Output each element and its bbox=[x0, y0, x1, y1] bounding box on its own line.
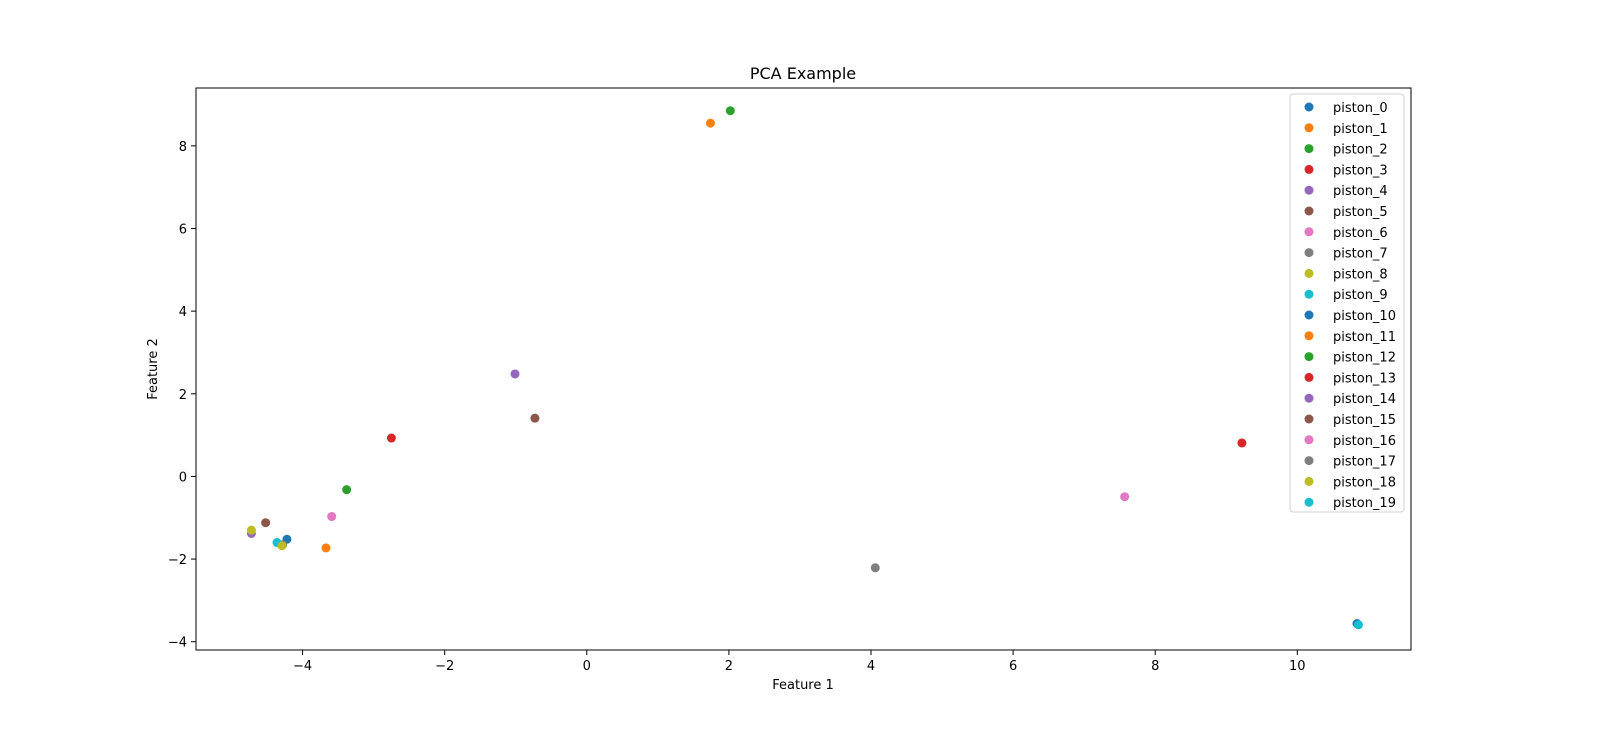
point-piston_16 bbox=[1120, 492, 1130, 502]
legend-label-piston_11: piston_11 bbox=[1333, 330, 1396, 345]
x-tick-label: −2 bbox=[435, 659, 454, 674]
legend-label-piston_13: piston_13 bbox=[1333, 371, 1396, 386]
legend-label-piston_14: piston_14 bbox=[1333, 392, 1396, 407]
legend-label-piston_7: piston_7 bbox=[1333, 247, 1388, 262]
legend-label-piston_2: piston_2 bbox=[1333, 143, 1388, 158]
y-tick-label: −4 bbox=[168, 636, 187, 651]
point-piston_12 bbox=[725, 106, 735, 116]
point-piston_1 bbox=[321, 543, 331, 553]
x-tick-label: −4 bbox=[293, 659, 312, 674]
legend-marker-piston_0 bbox=[1304, 102, 1314, 112]
legend-marker-piston_16 bbox=[1304, 435, 1314, 445]
legend-marker-piston_8 bbox=[1304, 268, 1314, 278]
x-axis-ticks: −4 −2 0 2 4 6 8 10 bbox=[293, 650, 1306, 674]
y-tick-label: 8 bbox=[179, 140, 187, 155]
legend-label-piston_16: piston_16 bbox=[1333, 434, 1396, 449]
legend-marker-piston_3 bbox=[1304, 164, 1314, 174]
legend-marker-piston_10 bbox=[1304, 310, 1314, 320]
point-piston_17 bbox=[870, 563, 880, 573]
legend-marker-piston_7 bbox=[1304, 248, 1314, 258]
legend-label-piston_18: piston_18 bbox=[1333, 475, 1396, 490]
point-piston_13 bbox=[1237, 438, 1247, 448]
legend-marker-piston_18 bbox=[1304, 476, 1314, 486]
legend-marker-piston_19 bbox=[1304, 497, 1314, 507]
legend-marker-piston_2 bbox=[1304, 144, 1314, 154]
legend-marker-piston_6 bbox=[1304, 227, 1314, 237]
legend-label-piston_8: piston_8 bbox=[1333, 267, 1388, 282]
legend-marker-piston_1 bbox=[1304, 123, 1314, 133]
y-tick-label: 0 bbox=[179, 470, 187, 485]
y-tick-label: 2 bbox=[179, 388, 187, 403]
x-tick-label: 6 bbox=[1009, 659, 1017, 674]
legend-label-piston_15: piston_15 bbox=[1333, 413, 1396, 428]
legend-marker-piston_9 bbox=[1304, 289, 1314, 299]
legend-label-piston_17: piston_17 bbox=[1333, 455, 1396, 470]
y-tick-label: −2 bbox=[168, 553, 187, 568]
legend-label-piston_0: piston_0 bbox=[1333, 101, 1388, 116]
point-piston_14 bbox=[510, 369, 520, 379]
point-piston_5 bbox=[261, 518, 271, 528]
legend-label-piston_3: piston_3 bbox=[1333, 163, 1388, 178]
point-piston_8 bbox=[246, 525, 256, 535]
legend-label-piston_9: piston_9 bbox=[1333, 288, 1388, 303]
legend-label-piston_12: piston_12 bbox=[1333, 351, 1396, 366]
legend-label-piston_10: piston_10 bbox=[1333, 309, 1396, 324]
x-tick-label: 4 bbox=[867, 659, 875, 674]
point-piston_19 bbox=[1353, 620, 1363, 630]
legend-marker-piston_12 bbox=[1304, 352, 1314, 362]
legend-marker-piston_4 bbox=[1304, 185, 1314, 195]
x-tick-label: 0 bbox=[583, 659, 591, 674]
x-tick-label: 10 bbox=[1289, 659, 1306, 674]
legend-marker-piston_14 bbox=[1304, 393, 1314, 403]
legend-marker-piston_5 bbox=[1304, 206, 1314, 216]
x-axis-label: Feature 1 bbox=[772, 678, 834, 693]
legend-marker-piston_13 bbox=[1304, 372, 1314, 382]
legend-marker-piston_15 bbox=[1304, 414, 1314, 424]
x-tick-label: 8 bbox=[1151, 659, 1159, 674]
point-piston_11 bbox=[705, 118, 715, 128]
legend-items: piston_0 piston_1 piston_2 piston_3 piston_4… bbox=[1304, 101, 1396, 511]
legend-marker-piston_11 bbox=[1304, 331, 1314, 341]
axes-frame bbox=[195, 87, 1412, 651]
data-points bbox=[246, 106, 1363, 630]
legend-label-piston_5: piston_5 bbox=[1333, 205, 1388, 220]
legend-label-piston_19: piston_19 bbox=[1333, 496, 1396, 511]
y-tick-label: 6 bbox=[179, 223, 187, 238]
point-piston_2 bbox=[342, 485, 352, 495]
legend-frame bbox=[1289, 93, 1405, 513]
y-tick-label: 4 bbox=[179, 305, 187, 320]
y-axis-label: Feature 2 bbox=[146, 338, 161, 400]
point-piston_3 bbox=[386, 433, 396, 443]
y-axis-ticks: −4 −2 0 2 4 6 8 bbox=[168, 140, 196, 651]
chart-title: PCA Example bbox=[750, 64, 856, 83]
legend-label-piston_4: piston_4 bbox=[1333, 184, 1388, 199]
x-tick-label: 2 bbox=[725, 659, 733, 674]
point-piston_6 bbox=[327, 512, 337, 522]
legend-label-piston_1: piston_1 bbox=[1333, 122, 1388, 137]
legend-label-piston_6: piston_6 bbox=[1333, 226, 1388, 241]
point-piston_18 bbox=[277, 541, 287, 551]
legend: piston_0 piston_1 piston_2 piston_3 piston_4… bbox=[1289, 93, 1405, 513]
point-piston_15 bbox=[530, 413, 540, 423]
legend-marker-piston_17 bbox=[1304, 456, 1314, 466]
